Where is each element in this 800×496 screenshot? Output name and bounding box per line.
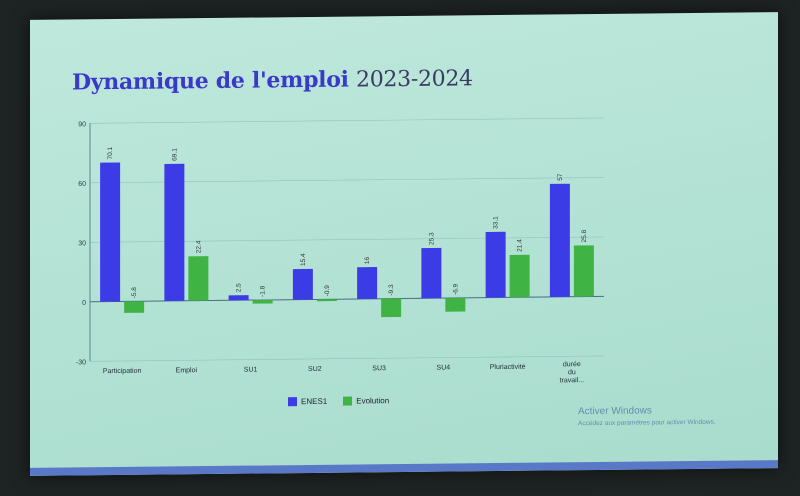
bar-enes1 bbox=[421, 247, 442, 299]
data-label: 15.4 bbox=[300, 253, 307, 266]
data-label: -9.3 bbox=[388, 284, 395, 296]
y-tick-label: 30 bbox=[78, 240, 86, 247]
x-tick-label: Participation bbox=[103, 368, 142, 375]
legend-label-enes1: ENES1 bbox=[301, 396, 328, 407]
y-tick-label: 0 bbox=[82, 300, 86, 307]
data-label: 70.1 bbox=[107, 146, 114, 159]
data-label: 25.8 bbox=[581, 229, 588, 242]
watermark-title: Activer Windows bbox=[578, 405, 652, 418]
bar-enes1 bbox=[292, 268, 313, 300]
x-tick-label: du bbox=[568, 369, 576, 376]
bar-enes1 bbox=[357, 267, 378, 299]
bar-evolution bbox=[316, 299, 337, 302]
x-tick-label: Pluriactivité bbox=[490, 364, 526, 371]
bar-chart: 90 60 30 0 -30 70.1 -5.8 Participation 69.1 22.4 E… bbox=[76, 117, 604, 384]
x-tick-label: SU1 bbox=[244, 367, 258, 374]
legend-item-evolution: Evolution bbox=[343, 396, 390, 406]
bar-evolution bbox=[509, 254, 530, 298]
data-label: 69.1 bbox=[171, 148, 178, 161]
watermark-subtitle: Accédez aux paramètres pour activer Wind… bbox=[578, 418, 716, 428]
data-label: 33.1 bbox=[493, 216, 500, 229]
windows-activation-watermark: Activer Windows Accédez aux paramètres p… bbox=[578, 405, 716, 427]
data-label: -0.9 bbox=[324, 285, 331, 297]
data-label: 57 bbox=[557, 173, 564, 181]
legend-swatch-enes1 bbox=[288, 397, 297, 407]
gridline bbox=[90, 355, 604, 362]
legend-swatch-evolution bbox=[343, 396, 353, 406]
bar-evolution bbox=[381, 298, 402, 318]
data-label: 25.3 bbox=[428, 232, 435, 245]
data-label: 21.4 bbox=[517, 239, 524, 252]
data-label: 16 bbox=[364, 256, 371, 264]
data-label: -6.9 bbox=[452, 283, 459, 295]
x-tick-label: SU2 bbox=[308, 366, 322, 373]
bar-enes1 bbox=[228, 295, 249, 301]
x-tick-label: travail... bbox=[560, 377, 585, 384]
data-label: 22.4 bbox=[195, 240, 202, 253]
data-label: 2.5 bbox=[236, 283, 243, 292]
bar-enes1 bbox=[164, 163, 185, 302]
y-tick-label: 90 bbox=[78, 121, 86, 128]
x-tick-label: durée bbox=[563, 361, 581, 368]
x-tick-label: Emploi bbox=[176, 367, 198, 374]
data-label: -1.8 bbox=[260, 285, 267, 297]
bar-enes1 bbox=[549, 183, 570, 297]
projector-screen: Dynamique de l'emploi 2023-2024 90 60 30 0-… bbox=[30, 12, 778, 476]
x-tick-label: SU3 bbox=[372, 365, 386, 372]
y-tick-label: 60 bbox=[78, 181, 86, 188]
bar-evolution bbox=[252, 299, 273, 304]
legend-label-evolution: Evolution bbox=[356, 396, 390, 406]
bar-evolution bbox=[188, 256, 209, 301]
legend-item-enes1: ENES1 bbox=[288, 396, 328, 407]
bar-enes1 bbox=[485, 231, 506, 298]
data-label: -5.8 bbox=[131, 287, 138, 299]
bar-evolution bbox=[573, 245, 594, 297]
y-tick-label: -30 bbox=[76, 359, 86, 366]
x-tick-label: SU4 bbox=[437, 365, 451, 372]
chart-legend: ENES1 Evolution bbox=[288, 396, 390, 407]
bar-evolution bbox=[124, 301, 145, 313]
bar-enes1 bbox=[100, 162, 121, 302]
gridline bbox=[90, 117, 604, 124]
bar-evolution bbox=[445, 297, 466, 312]
